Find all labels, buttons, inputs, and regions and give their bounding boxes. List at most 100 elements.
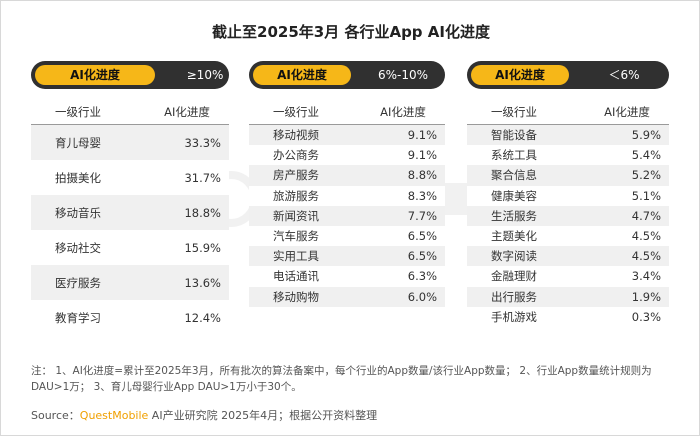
industry-cell: 汽车服务 — [273, 229, 319, 244]
table-row: 数字阅读 4.5% — [467, 246, 669, 267]
progress-value-cell: 8.3% — [407, 188, 437, 203]
panel-high: AI化进度 ≥10% 一级行业 AI化进度育儿母婴 33.3% 拍摄美化 31.7% 移动音乐… — [31, 61, 229, 335]
industry-cell: 金融理财 — [491, 269, 537, 284]
progress-value-cell: 6.5% — [407, 249, 437, 264]
footnote: 注： 1、AI化进度=累计至2025年3月，所有批次的算法备案中，每个行业的Ap… — [31, 365, 652, 393]
table-row: 拍摄美化 31.7% — [31, 160, 229, 195]
table-row: 智能设备 5.9% — [467, 125, 669, 146]
header-progress: AI化进度 — [380, 105, 426, 119]
progress-value-cell: 3.4% — [631, 269, 661, 284]
header-progress: AI化进度 — [164, 105, 210, 119]
industry-cell: 新闻资讯 — [273, 208, 319, 223]
pill-label: AI化进度 — [35, 65, 155, 85]
industry-cell: 健康美容 — [491, 188, 537, 203]
progress-value-cell: 4.5% — [631, 249, 661, 264]
progress-value-cell: 7.7% — [407, 208, 437, 223]
table-row: 手机游戏 0.3% — [467, 307, 669, 327]
table-row: 移动社交 15.9% — [31, 230, 229, 265]
table-header: 一级行业 AI化进度 — [467, 99, 669, 125]
industry-cell: 移动社交 — [55, 240, 101, 255]
table-row: 移动购物 6.0% — [249, 286, 445, 307]
industry-cell: 拍摄美化 — [55, 170, 101, 185]
industry-cell: 电话通讯 — [273, 269, 319, 284]
industry-cell: 移动视频 — [273, 128, 319, 143]
industry-cell: 育儿母婴 — [55, 135, 101, 150]
progress-value-cell: 4.7% — [631, 208, 661, 223]
table-row: 出行服务 1.9% — [467, 286, 669, 307]
industry-cell: 出行服务 — [491, 289, 537, 304]
source-brand: QuestMobile — [79, 409, 149, 422]
table-row: 房产服务 8.8% — [249, 165, 445, 186]
progress-value-cell: 8.8% — [407, 168, 437, 183]
range-pill: AI化进度 ＜6% — [467, 61, 669, 89]
header-industry: 一级行业 — [491, 105, 537, 119]
source-line: Source：QuestMobile AI产业研究院 2025年4月；根据公开资… — [31, 407, 377, 423]
progress-value-cell: 33.3% — [184, 135, 221, 150]
industry-cell: 生活服务 — [491, 208, 537, 223]
pill-label: AI化进度 — [253, 65, 351, 85]
header-industry: 一级行业 — [55, 105, 101, 119]
industry-cell: 教育学习 — [55, 310, 101, 325]
industry-cell: 手机游戏 — [491, 309, 537, 324]
progress-value-cell: 0.3% — [631, 309, 661, 324]
table-row: 聚合信息 5.2% — [467, 165, 669, 186]
pill-range: ＜6% — [608, 68, 640, 82]
industry-cell: 主题美化 — [491, 229, 537, 244]
progress-value-cell: 31.7% — [184, 170, 221, 185]
industry-cell: 聚合信息 — [491, 168, 537, 183]
progress-value-cell: 13.6% — [184, 275, 221, 290]
progress-value-cell: 5.2% — [631, 168, 661, 183]
range-pill: AI化进度 ≥10% — [31, 61, 229, 89]
table-row: 实用工具 6.5% — [249, 246, 445, 267]
panel-low: AI化进度 ＜6% 一级行业 AI化进度智能设备 5.9% 系统工具 5.4% 聚合信息 5.2… — [467, 61, 669, 327]
chart-title: 截止至2025年3月 各行业App AI化进度 — [212, 23, 490, 41]
table-row: 健康美容 5.1% — [467, 186, 669, 206]
industry-cell: 移动音乐 — [55, 205, 101, 220]
table-row: 金融理财 3.4% — [467, 266, 669, 286]
source-rest: AI产业研究院 2025年4月；根据公开资料整理 — [148, 409, 378, 422]
table-row: 育儿母婴 33.3% — [31, 125, 229, 160]
progress-value-cell: 5.4% — [631, 148, 661, 163]
progress-value-cell: 12.4% — [184, 310, 221, 325]
pill-label: AI化进度 — [471, 65, 569, 85]
source-prefix: Source： — [31, 409, 80, 422]
progress-value-cell: 5.9% — [631, 128, 661, 143]
industry-cell: 旅游服务 — [273, 188, 319, 203]
progress-value-cell: 1.9% — [631, 289, 661, 304]
progress-value-cell: 4.5% — [631, 229, 661, 244]
header-industry: 一级行业 — [273, 105, 319, 119]
table-row: 主题美化 4.5% — [467, 226, 669, 246]
progress-value-cell: 18.8% — [184, 205, 221, 220]
table-row: 移动音乐 18.8% — [31, 195, 229, 230]
industry-cell: 医疗服务 — [55, 275, 101, 290]
industry-cell: 房产服务 — [273, 168, 319, 183]
pill-range: ≥10% — [186, 68, 224, 82]
table-row: 汽车服务 6.5% — [249, 226, 445, 246]
progress-value-cell: 15.9% — [184, 240, 221, 255]
table-row: 系统工具 5.4% — [467, 145, 669, 165]
industry-cell: 数字阅读 — [491, 249, 537, 264]
table-row: 旅游服务 8.3% — [249, 186, 445, 206]
table-header: 一级行业 AI化进度 — [249, 99, 445, 125]
progress-value-cell: 5.1% — [631, 188, 661, 203]
progress-value-cell: 6.5% — [407, 229, 437, 244]
industry-cell: 移动购物 — [273, 289, 319, 304]
table-row: 教育学习 12.4% — [31, 300, 229, 335]
table-row: 办公商务 9.1% — [249, 145, 445, 165]
industry-cell: 智能设备 — [491, 128, 537, 143]
progress-value-cell: 9.1% — [407, 148, 437, 163]
progress-value-cell: 6.0% — [407, 289, 437, 304]
range-pill: AI化进度 6%-10% — [249, 61, 445, 89]
table-row: 生活服务 4.7% — [467, 205, 669, 226]
industry-cell: 系统工具 — [491, 148, 537, 163]
table-header: 一级行业 AI化进度 — [31, 99, 229, 125]
header-progress: AI化进度 — [604, 105, 650, 119]
progress-value-cell: 6.3% — [407, 269, 437, 284]
industry-cell: 实用工具 — [273, 249, 319, 264]
panel-mid: AI化进度 6%-10% 一级行业 AI化进度 移动视频 9.1% 办公商务 9.1% 房产服务… — [249, 61, 445, 307]
pill-range: 6%-10% — [377, 68, 429, 82]
table-row: 新闻资讯 7.7% — [249, 205, 445, 226]
table-row: 医疗服务 13.6% — [31, 265, 229, 300]
table-row: 移动视频 9.1% — [249, 125, 445, 146]
